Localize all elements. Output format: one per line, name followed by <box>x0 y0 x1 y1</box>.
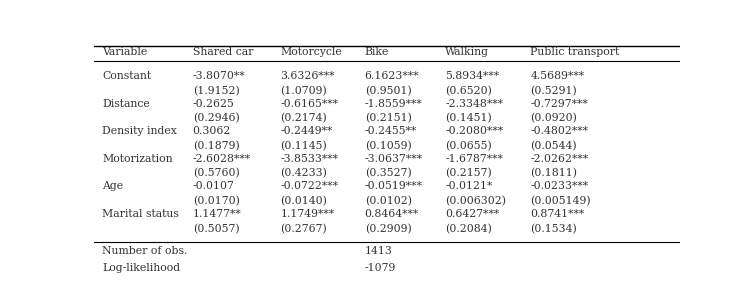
Text: 0.6427***: 0.6427*** <box>445 209 500 219</box>
Text: 6.1623***: 6.1623*** <box>365 71 419 82</box>
Text: (0.3527): (0.3527) <box>365 168 411 179</box>
Text: (0.4233): (0.4233) <box>280 168 328 179</box>
Text: Public transport: Public transport <box>530 47 620 57</box>
Text: -3.8070**: -3.8070** <box>193 71 245 82</box>
Text: 1.1749***: 1.1749*** <box>280 209 334 219</box>
Text: (0.2946): (0.2946) <box>193 113 239 124</box>
Text: -1079: -1079 <box>365 263 396 273</box>
Text: (0.1059): (0.1059) <box>365 141 411 151</box>
Text: (0.5760): (0.5760) <box>193 168 239 179</box>
Text: (0.2084): (0.2084) <box>445 224 492 234</box>
Text: (0.006302): (0.006302) <box>445 196 507 206</box>
Text: (0.5291): (0.5291) <box>530 86 577 96</box>
Text: 0.8741***: 0.8741*** <box>530 209 584 219</box>
Text: -0.2625: -0.2625 <box>193 99 235 109</box>
Text: (0.2767): (0.2767) <box>280 224 327 234</box>
Text: (0.1534): (0.1534) <box>530 224 577 234</box>
Text: (0.0544): (0.0544) <box>530 141 577 151</box>
Text: -3.8533***: -3.8533*** <box>280 154 338 164</box>
Text: Marital status: Marital status <box>102 209 179 219</box>
Text: 1.1477**: 1.1477** <box>193 209 242 219</box>
Text: Motorcycle: Motorcycle <box>280 47 342 57</box>
Text: -0.2455**: -0.2455** <box>365 126 417 136</box>
Text: Bike: Bike <box>365 47 389 57</box>
Text: -0.0722***: -0.0722*** <box>280 181 338 191</box>
Text: (0.9501): (0.9501) <box>365 86 411 96</box>
Text: Log-likelihood: Log-likelihood <box>102 263 180 273</box>
Text: Distance: Distance <box>102 99 149 109</box>
Text: 3.6326***: 3.6326*** <box>280 71 335 82</box>
Text: (0.2909): (0.2909) <box>365 224 411 234</box>
Text: (0.0102): (0.0102) <box>365 196 411 206</box>
Text: (0.0140): (0.0140) <box>280 196 328 206</box>
Text: -0.2080***: -0.2080*** <box>445 126 504 136</box>
Text: -2.3348***: -2.3348*** <box>445 99 504 109</box>
Text: (1.0709): (1.0709) <box>280 86 327 96</box>
Text: -0.7297***: -0.7297*** <box>530 99 588 109</box>
Text: (0.0920): (0.0920) <box>530 113 577 124</box>
Text: -0.0233***: -0.0233*** <box>530 181 588 191</box>
Text: -0.0107: -0.0107 <box>193 181 235 191</box>
Text: (0.1451): (0.1451) <box>445 113 492 124</box>
Text: Density index: Density index <box>102 126 177 136</box>
Text: 0.3062: 0.3062 <box>193 126 231 136</box>
Text: Variable: Variable <box>102 47 147 57</box>
Text: (0.0655): (0.0655) <box>445 141 492 151</box>
Text: (0.5057): (0.5057) <box>193 224 239 234</box>
Text: (0.1811): (0.1811) <box>530 168 578 179</box>
Text: -0.0519***: -0.0519*** <box>365 181 423 191</box>
Text: (0.2174): (0.2174) <box>280 113 327 124</box>
Text: Motorization: Motorization <box>102 154 173 164</box>
Text: (1.9152): (1.9152) <box>193 86 239 96</box>
Text: 1413: 1413 <box>365 246 393 256</box>
Text: -2.6028***: -2.6028*** <box>193 154 251 164</box>
Text: 4.5689***: 4.5689*** <box>530 71 584 82</box>
Text: (0.6520): (0.6520) <box>445 86 492 96</box>
Text: Constant: Constant <box>102 71 151 82</box>
Text: (0.2151): (0.2151) <box>365 113 411 124</box>
Text: -0.2449**: -0.2449** <box>280 126 333 136</box>
Text: -1.6787***: -1.6787*** <box>445 154 504 164</box>
Text: 5.8934***: 5.8934*** <box>445 71 500 82</box>
Text: (0.2157): (0.2157) <box>445 168 492 179</box>
Text: (0.005149): (0.005149) <box>530 196 591 206</box>
Text: -2.0262***: -2.0262*** <box>530 154 588 164</box>
Text: (0.0170): (0.0170) <box>193 196 239 206</box>
Text: Age: Age <box>102 181 123 191</box>
Text: -0.4802***: -0.4802*** <box>530 126 588 136</box>
Text: 0.8464***: 0.8464*** <box>365 209 419 219</box>
Text: Shared car: Shared car <box>193 47 253 57</box>
Text: -0.0121*: -0.0121* <box>445 181 493 191</box>
Text: (0.1879): (0.1879) <box>193 141 239 151</box>
Text: Number of obs.: Number of obs. <box>102 246 187 256</box>
Text: Walking: Walking <box>445 47 489 57</box>
Text: -1.8559***: -1.8559*** <box>365 99 423 109</box>
Text: -3.0637***: -3.0637*** <box>365 154 423 164</box>
Text: (0.1145): (0.1145) <box>280 141 327 151</box>
Text: -0.6165***: -0.6165*** <box>280 99 338 109</box>
